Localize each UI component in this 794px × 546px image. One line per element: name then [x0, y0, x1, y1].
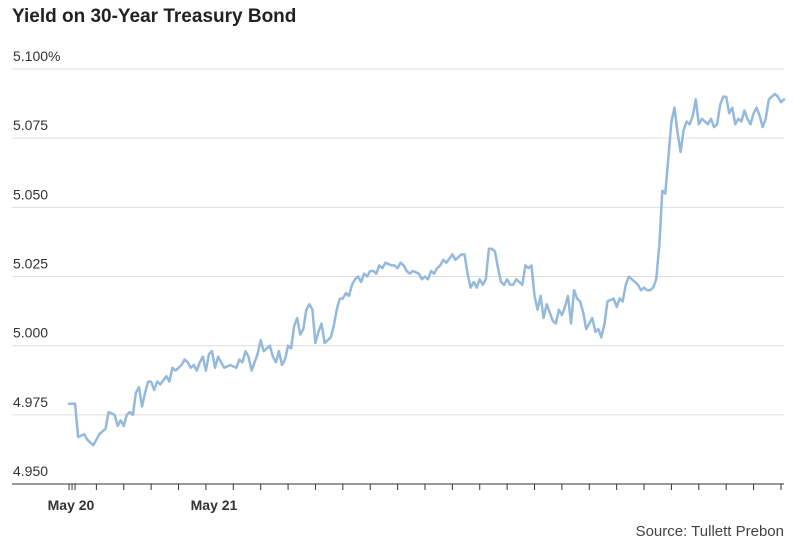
x-tick-label: May 21 [191, 497, 238, 513]
grid-lines [12, 68, 784, 485]
y-tick-label: 4.975 [13, 394, 48, 410]
y-tick-label: 5.075 [13, 117, 48, 133]
series-layer [67, 92, 786, 447]
y-tick-label: 5.050 [13, 186, 48, 202]
y-tick-label: 5.025 [13, 256, 48, 272]
x-tick-label: May 20 [48, 497, 95, 513]
y-tick-label: 5.000 [13, 325, 48, 341]
series-line [67, 92, 786, 447]
y-tick-label: 5.100% [13, 48, 60, 64]
x-axis: May 20 May 21 [12, 483, 784, 513]
source-note: Source: Tullett Prebon [635, 523, 784, 540]
chart-title: Yield on 30-Year Treasury Bond [12, 6, 297, 27]
y-axis-tick-labels: 4.950 4.975 5.000 5.025 5.050 5.075 5.100% [13, 48, 60, 479]
y-tick-label: 4.950 [13, 463, 48, 479]
